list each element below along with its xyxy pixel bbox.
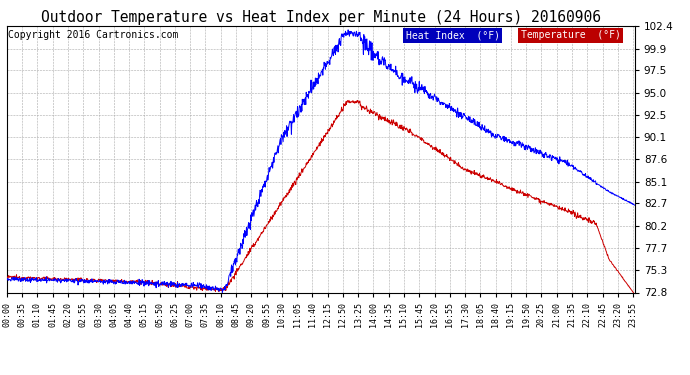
Title: Outdoor Temperature vs Heat Index per Minute (24 Hours) 20160906: Outdoor Temperature vs Heat Index per Mi…	[41, 10, 601, 25]
Text: Temperature  (°F): Temperature (°F)	[520, 30, 620, 40]
Text: Heat Index  (°F): Heat Index (°F)	[406, 30, 500, 40]
Text: Copyright 2016 Cartronics.com: Copyright 2016 Cartronics.com	[8, 30, 178, 40]
